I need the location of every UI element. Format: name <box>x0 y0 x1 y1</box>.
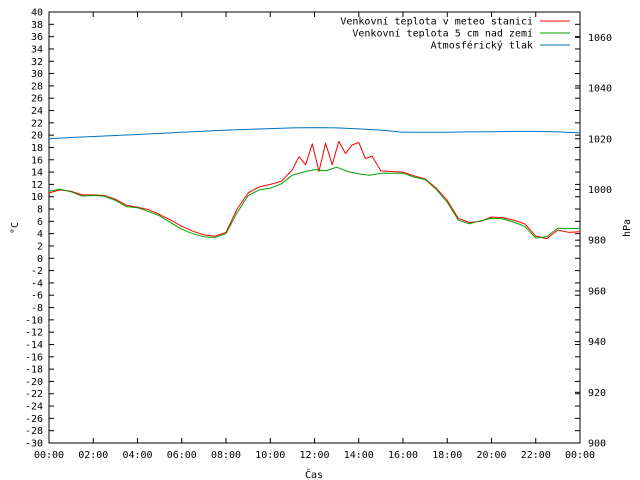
y-tick-label: 20 <box>31 131 43 142</box>
y-tick-label: -20 <box>25 377 43 388</box>
x-tick-label: 20:00 <box>476 450 506 461</box>
y-tick-label: 34 <box>31 44 43 55</box>
y-axis-ticks: 4038363432302826242220181614121086420-2-… <box>25 8 580 450</box>
y-tick-label: 26 <box>31 94 43 105</box>
y-tick-label: -24 <box>25 402 43 413</box>
x-tick-label: 12:00 <box>299 450 329 461</box>
y-tick-label: 10 <box>31 192 43 203</box>
y-tick-label: 36 <box>31 32 43 43</box>
y-tick-label: 16 <box>31 155 43 166</box>
y-axis-title: °C <box>10 222 21 234</box>
y-tick-label: 8 <box>37 205 43 216</box>
series-line-station-temp <box>48 140 581 240</box>
series-layer <box>48 127 581 240</box>
x-tick-label: 18:00 <box>432 450 462 461</box>
y-tick-label: -28 <box>25 426 43 437</box>
y2-tick-label: 940 <box>588 337 606 348</box>
x-tick-label: 00:00 <box>34 450 64 461</box>
y2-tick-label: 1040 <box>588 84 612 95</box>
y2-tick-label: 1020 <box>588 134 612 145</box>
series-line-ground-temp <box>48 166 581 239</box>
series-line-pressure <box>48 127 581 140</box>
y-tick-label: 0 <box>37 254 43 265</box>
x-tick-label: 08:00 <box>211 450 241 461</box>
y2-tick-label: 980 <box>588 236 606 247</box>
y-tick-label: 38 <box>31 20 43 31</box>
y-tick-label: -6 <box>31 291 43 302</box>
y-tick-label: 22 <box>31 118 43 129</box>
legend-label: Venkovní teplota 5 cm nad zemí <box>352 28 533 40</box>
y-tick-label: 18 <box>31 143 43 154</box>
y-tick-label: 40 <box>31 8 43 19</box>
y-tick-label: -12 <box>25 328 43 339</box>
legend-label: Atmosférický tlak <box>431 40 533 52</box>
y-tick-label: -30 <box>25 439 43 450</box>
x-tick-label: 04:00 <box>122 450 152 461</box>
y-tick-label: 28 <box>31 81 43 92</box>
x-tick-label: 16:00 <box>388 450 418 461</box>
y2-axis-title: hPa <box>622 219 633 237</box>
x-tick-label: 06:00 <box>167 450 197 461</box>
y-tick-label: 14 <box>31 168 43 179</box>
y-tick-label: -4 <box>31 278 43 289</box>
y-tick-label: -26 <box>25 414 43 425</box>
x-tick-label: 14:00 <box>344 450 374 461</box>
plot-frame <box>48 11 581 444</box>
y2-tick-label: 1000 <box>588 185 612 196</box>
y-tick-label: -16 <box>25 352 43 363</box>
y-tick-label: -2 <box>31 266 43 277</box>
x-tick-label: 10:00 <box>255 450 285 461</box>
y-tick-label: -18 <box>25 365 43 376</box>
y-tick-label: 24 <box>31 106 43 117</box>
y-tick-label: -8 <box>31 303 43 314</box>
y-tick-label: 12 <box>31 180 43 191</box>
y-tick-label: 32 <box>31 57 43 68</box>
y2-tick-label: 900 <box>588 439 606 450</box>
y-tick-label: 4 <box>37 229 43 240</box>
x-axis-ticks: 00:00 02:00 04:00 06:00 08:00 10:00 12:00 14:00… <box>34 12 595 461</box>
legend-label: Venkovní teplota v meteo stanici <box>340 16 533 28</box>
x-tick-label: 02:00 <box>78 450 108 461</box>
y-tick-label: -22 <box>25 389 43 400</box>
y2-tick-label: 1060 <box>588 33 612 44</box>
x-tick-label: 22:00 <box>521 450 551 461</box>
y-tick-label: 30 <box>31 69 43 80</box>
y-tick-label: 6 <box>37 217 43 228</box>
y2-tick-label: 960 <box>588 286 606 297</box>
legend: Venkovní teplota v meteo staniciVenkovní… <box>340 16 570 52</box>
x-axis-title: Čas <box>305 468 323 480</box>
x-tick-label: 00:00 <box>565 450 595 461</box>
y-tick-label: -14 <box>25 340 43 351</box>
y2-tick-label: 920 <box>588 388 606 399</box>
y-tick-label: -10 <box>25 315 43 326</box>
y-tick-label: 2 <box>37 241 43 252</box>
y2-axis-ticks: 1060 1040 1020 1000 980 960 940 920 900 <box>575 33 612 450</box>
